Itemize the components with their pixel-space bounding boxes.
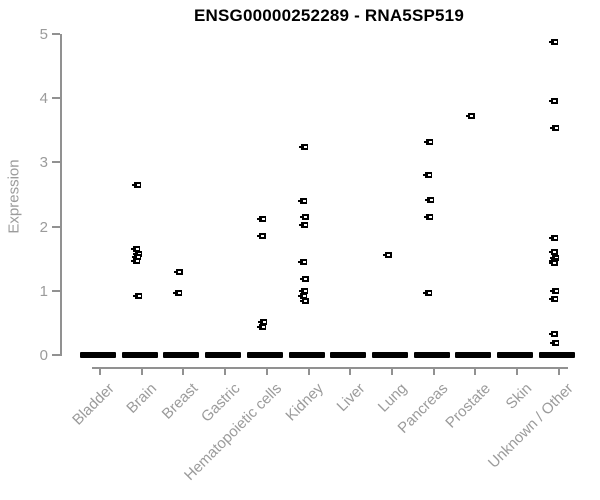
y-tick-label: 3 — [39, 154, 48, 172]
y-axis-line — [60, 34, 62, 356]
y-tick-label: 4 — [39, 90, 48, 108]
y-tick-label: 5 — [39, 26, 48, 43]
data-point — [550, 124, 560, 131]
data-point — [423, 171, 433, 178]
y-tick — [52, 33, 60, 35]
data-point — [299, 298, 309, 305]
data-point — [299, 287, 309, 294]
x-tick — [140, 367, 143, 375]
data-point — [173, 289, 183, 296]
data-point — [133, 292, 143, 299]
data-point — [256, 232, 266, 239]
data-point — [173, 268, 183, 275]
x-tick — [516, 367, 519, 375]
data-point — [548, 260, 558, 267]
data-point — [299, 221, 309, 228]
x-category-label: Bladder — [69, 380, 119, 429]
data-point — [257, 324, 267, 331]
data-point — [423, 289, 433, 296]
zero-expression-band — [330, 352, 367, 358]
x-tick — [99, 367, 101, 375]
zero-expression-band — [455, 352, 492, 358]
data-point — [131, 258, 141, 265]
data-point — [382, 252, 392, 259]
y-tick — [52, 289, 60, 292]
data-point — [132, 181, 142, 188]
x-category-label: Lung — [374, 380, 411, 416]
y-tick-label: 1 — [39, 282, 48, 300]
data-point — [550, 287, 560, 294]
y-tick — [52, 354, 60, 356]
x-tick — [349, 367, 352, 375]
x-category-label: Kidney — [282, 380, 327, 425]
y-tick-label: 2 — [39, 218, 48, 236]
data-point — [299, 213, 309, 220]
data-point — [548, 331, 558, 338]
data-point — [257, 215, 267, 222]
x-axis-line — [92, 367, 568, 369]
data-point — [424, 138, 434, 145]
y-tick-label: 0 — [39, 347, 48, 364]
data-point — [298, 197, 308, 204]
zero-expression-band — [372, 352, 409, 358]
data-point — [550, 339, 560, 346]
data-point — [425, 196, 435, 203]
x-tick — [474, 367, 477, 375]
data-point — [131, 246, 141, 253]
zero-expression-band — [538, 352, 575, 358]
zero-expression-band — [413, 352, 450, 358]
x-tick — [224, 367, 227, 375]
x-tick — [265, 367, 268, 375]
x-tick — [307, 367, 310, 375]
data-point — [132, 254, 142, 261]
chart-title: ENSG00000252289 - RNA5SP519 — [193, 6, 464, 25]
x-category-label: Prostate — [441, 380, 494, 432]
x-category-label: Breast — [158, 380, 202, 423]
data-point — [299, 143, 309, 150]
data-point — [549, 39, 559, 46]
zero-expression-band — [80, 352, 116, 358]
data-point — [465, 112, 475, 119]
data-point — [298, 292, 308, 299]
y-tick — [52, 225, 60, 228]
y-tick — [52, 97, 60, 100]
zero-expression-band — [163, 352, 200, 358]
data-point — [258, 318, 268, 325]
data-point — [424, 213, 434, 220]
data-point — [298, 258, 308, 265]
data-point — [548, 248, 558, 255]
zero-expression-band — [288, 352, 325, 358]
x-category-label: Skin — [502, 380, 536, 413]
data-point — [299, 275, 309, 282]
zero-expression-band — [497, 352, 534, 358]
data-point — [548, 97, 558, 104]
data-point — [133, 250, 143, 257]
zero-expression-band — [205, 352, 242, 358]
x-tick — [432, 367, 435, 375]
x-category-label: Liver — [333, 380, 369, 416]
y-tick — [52, 161, 60, 164]
data-point — [549, 295, 559, 302]
x-tick — [182, 367, 185, 375]
x-tick — [557, 367, 560, 375]
data-point — [549, 234, 559, 241]
x-category-label: Brain — [122, 380, 160, 417]
zero-expression-band — [246, 352, 283, 358]
x-tick — [391, 367, 394, 375]
zero-expression-band — [121, 352, 158, 358]
